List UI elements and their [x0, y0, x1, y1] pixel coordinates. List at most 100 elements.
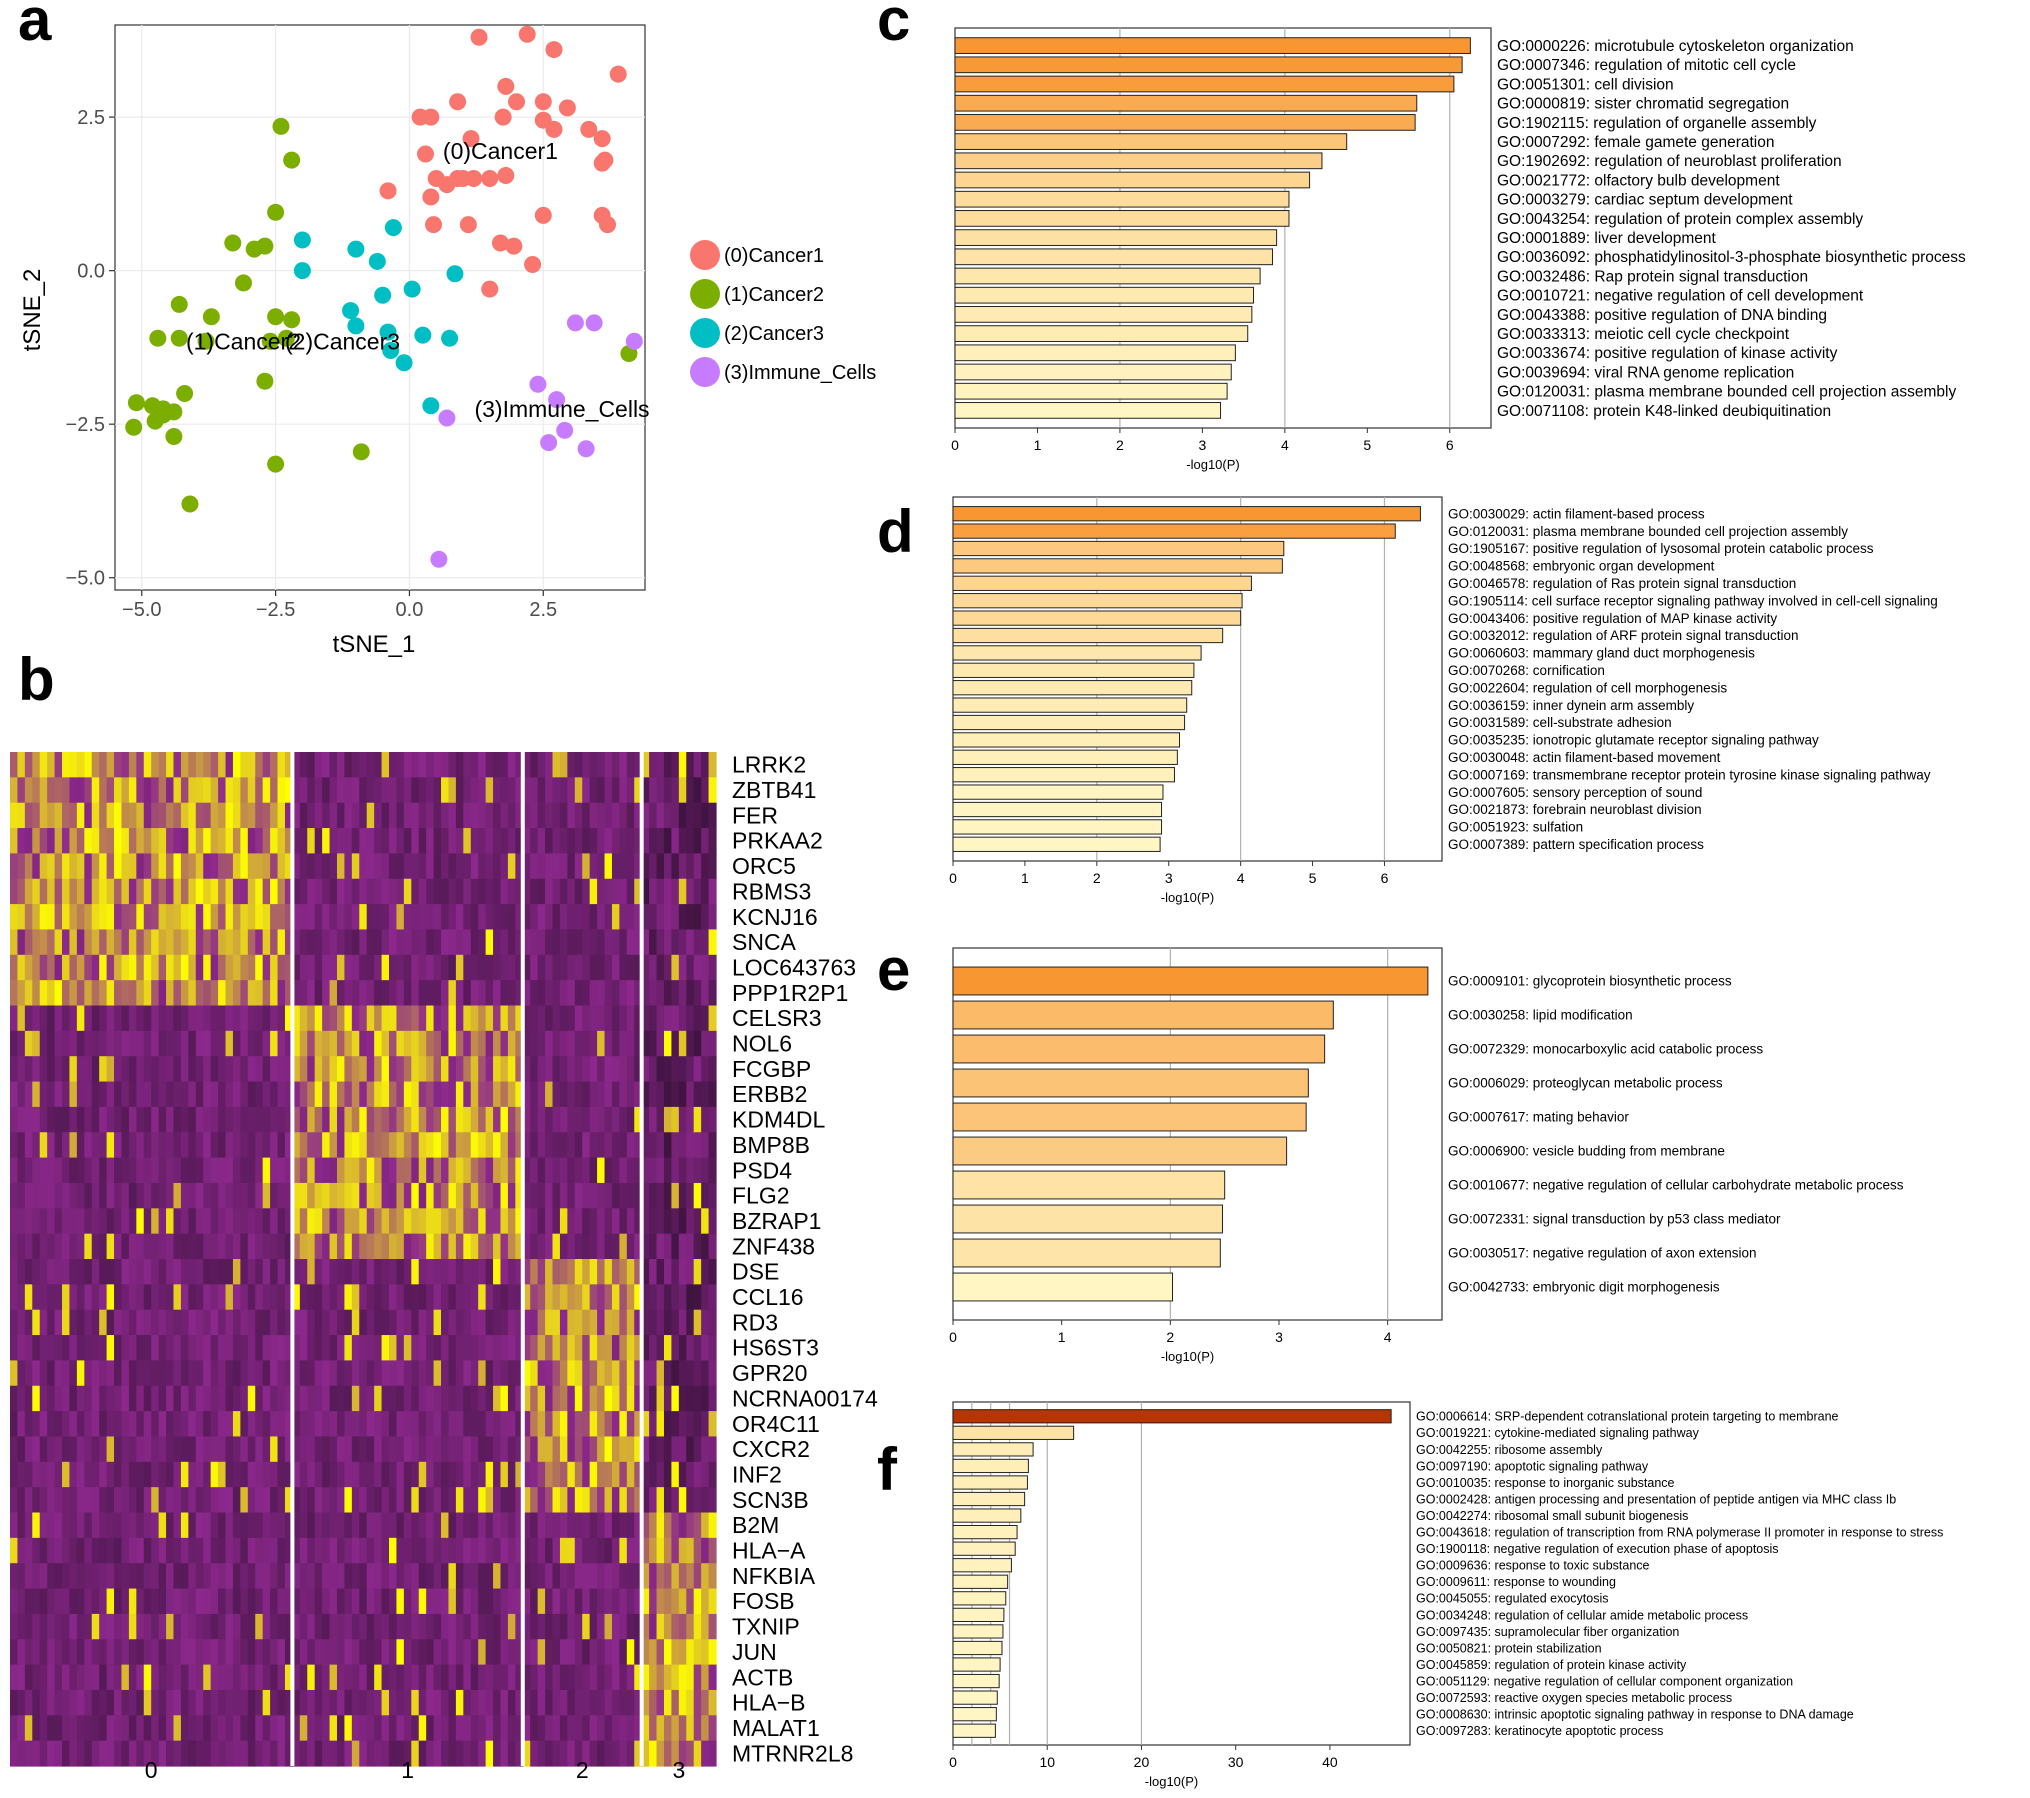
- heatmap-cell: [195, 1259, 204, 1285]
- heatmap-cell: [54, 1411, 63, 1438]
- heatmap-cell: [389, 1512, 398, 1539]
- tsne-point: [524, 256, 542, 274]
- heatmap-cell: [69, 1537, 78, 1564]
- heatmap-cell: [411, 777, 420, 804]
- heatmap-cell: [203, 1715, 212, 1742]
- heatmap-cell: [589, 1106, 598, 1133]
- heatmap-cell: [582, 1487, 591, 1514]
- heatmap-cell: [76, 1385, 85, 1412]
- heatmap-cell: [433, 1309, 442, 1336]
- heatmap-cell: [344, 980, 353, 1007]
- heatmap-cell: [701, 1360, 710, 1387]
- heatmap-cell: [151, 1056, 160, 1083]
- heatmap-cell: [567, 1715, 576, 1742]
- heatmap-cell: [54, 1157, 63, 1184]
- heatmap-cell: [299, 1335, 308, 1361]
- heatmap-cell: [218, 1385, 227, 1412]
- heatmap-cell: [507, 1005, 516, 1032]
- heatmap-cell: [247, 1487, 256, 1514]
- tsne-point: [261, 332, 279, 350]
- tsne-point: [374, 286, 392, 304]
- heatmap-cell: [136, 1182, 145, 1209]
- heatmap-cell: [701, 1436, 710, 1463]
- go-bar: [954, 171, 1311, 189]
- heatmap-cell: [455, 828, 464, 854]
- heatmap-cell: [574, 752, 583, 778]
- heatmap-cell: [225, 1385, 234, 1412]
- heatmap-cell: [485, 1309, 494, 1336]
- heatmap-cell: [151, 1081, 160, 1108]
- heatmap-cell: [10, 1512, 19, 1539]
- heatmap-cell: [663, 878, 673, 905]
- heatmap-cell: [470, 980, 479, 1007]
- heatmap-cell: [188, 1106, 197, 1133]
- heatmap-cell: [314, 1664, 323, 1691]
- heatmap-cell: [478, 1259, 487, 1285]
- heatmap-cell: [485, 954, 494, 981]
- heatmap-cell: [47, 1689, 56, 1716]
- heatmap-cell: [69, 1360, 78, 1387]
- heatmap-cell: [663, 1132, 673, 1159]
- heatmap-cell: [277, 1588, 286, 1615]
- heatmap-cell: [381, 802, 390, 829]
- heatmap-cell: [329, 1132, 338, 1159]
- heatmap-cell: [69, 1005, 78, 1032]
- heatmap-cell: [470, 1588, 479, 1615]
- heatmap-cell: [255, 1309, 264, 1336]
- heatmap-cell: [10, 1715, 19, 1742]
- heatmap-cell: [537, 1715, 546, 1742]
- heatmap-cell: [604, 1182, 613, 1209]
- heatmap-cell: [314, 1106, 323, 1133]
- heatmap-cell: [166, 954, 175, 981]
- heatmap-cell: [396, 828, 405, 854]
- heatmap-cell: [270, 1259, 279, 1285]
- heatmap-cell: [493, 954, 502, 981]
- heatmap-cell: [106, 1613, 115, 1640]
- heatmap-cell: [232, 1740, 241, 1767]
- heatmap-cell: [329, 1436, 338, 1463]
- heatmap-cell: [500, 878, 509, 905]
- heatmap-cell: [500, 777, 509, 804]
- heatmap-cell: [500, 1639, 509, 1666]
- heatmap-cell: [121, 1106, 130, 1133]
- heatmap-cell: [507, 802, 516, 829]
- heatmap-cell: [611, 929, 620, 956]
- heatmap-cell: [210, 1335, 219, 1361]
- heatmap-cell: [32, 1259, 41, 1285]
- go-x-tick-label: 2: [1166, 1329, 1174, 1345]
- heatmap-cell: [649, 1715, 658, 1742]
- heatmap-cell: [106, 980, 115, 1007]
- go-x-axis-label: -log10(P): [1161, 1349, 1214, 1364]
- heatmap-cell: [455, 1613, 464, 1640]
- heatmap-cell: [463, 1182, 472, 1209]
- heatmap-cell: [537, 1081, 546, 1108]
- heatmap-cell: [418, 1309, 427, 1336]
- heatmap-cell: [604, 904, 613, 931]
- heatmap-cell: [277, 802, 286, 829]
- heatmap-cell: [106, 1106, 115, 1133]
- heatmap-cell: [166, 1613, 175, 1640]
- heatmap-cell: [626, 1081, 635, 1108]
- heatmap-cell: [247, 1689, 256, 1716]
- heatmap-cell: [10, 980, 19, 1007]
- heatmap-cell: [76, 1740, 85, 1767]
- heatmap-cell: [485, 1715, 494, 1742]
- heatmap-cell: [448, 1385, 457, 1412]
- go-term-label: GO:0046578: regulation of Ras protein si…: [1448, 576, 1796, 591]
- heatmap-cell: [515, 853, 524, 880]
- heatmap-cell: [493, 1360, 502, 1387]
- heatmap-cell: [32, 1081, 41, 1108]
- heatmap-cell: [136, 1056, 145, 1083]
- heatmap-cell: [210, 1537, 219, 1564]
- heatmap-cell: [247, 1284, 256, 1311]
- heatmap-cell: [418, 1715, 427, 1742]
- heatmap-cell: [708, 1436, 717, 1463]
- heatmap-cell: [136, 1284, 145, 1311]
- heatmap-cell: [322, 1664, 331, 1691]
- heatmap-cell: [604, 777, 613, 804]
- heatmap-cell: [54, 1259, 63, 1285]
- heatmap-cell: [359, 980, 368, 1007]
- heatmap-cell: [619, 1563, 628, 1590]
- go-bar-panel-e: GO:0009101: glycoprotein biosynthetic pr…: [949, 947, 1904, 1364]
- heatmap-cell: [225, 904, 234, 931]
